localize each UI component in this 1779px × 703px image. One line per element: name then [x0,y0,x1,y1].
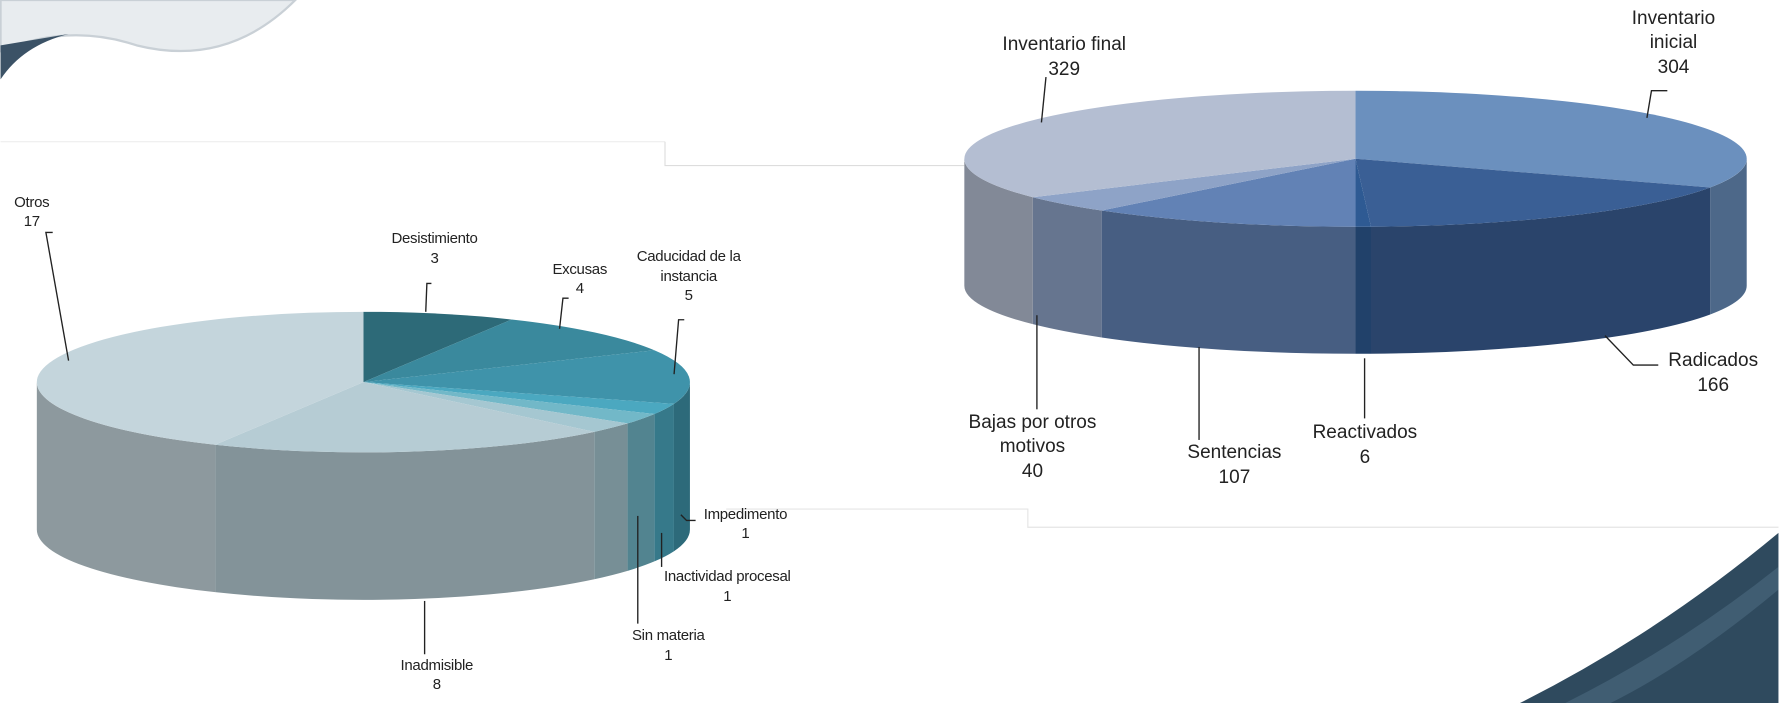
pie-slice [1101,158,1356,227]
pie-slice [1355,158,1711,227]
leader-line [1040,77,1047,123]
pie-slice [363,319,655,383]
value-label: 1 [664,646,673,664]
leader-line [45,231,70,361]
category-label: Sentencias [1187,442,1282,464]
category-label: Caducidad de la instancia [636,248,741,285]
data-label: Caducidad de la instancia 5 [609,247,768,306]
pie-side [215,431,595,600]
data-label: Otros 17 [0,193,66,232]
category-label: Radicados [1668,350,1759,372]
value-label: 3 [430,249,439,267]
leader-line [673,319,685,375]
pie-slice [363,382,674,415]
value-label: 5 [684,287,693,305]
pie-sides [36,382,690,600]
pie-side [627,414,655,571]
pie-side [594,423,628,580]
category-label: Sin materia [631,627,705,645]
pie-slice [363,311,512,383]
data-label: Sin materia 1 [600,626,736,665]
value-label: 8 [432,676,441,694]
category-label: Bajas por otros motivos [968,411,1097,458]
pie-slice [1032,158,1356,211]
leader-line [1604,335,1659,366]
value-label: 1 [741,525,750,543]
data-label: Radicados 166 [1639,349,1779,398]
data-label: Inactividad procesal 1 [631,567,824,606]
category-label: Reactivados [1312,421,1418,443]
pie-slice [1355,90,1747,188]
pie-slice [964,90,1356,198]
value-label: 40 [1021,461,1044,483]
value-label: 329 [1048,58,1081,80]
data-label: Bajas por otros motivos 40 [942,411,1124,485]
pie-slice [36,311,364,445]
pie-side [1710,158,1747,315]
leader-line [558,297,569,329]
data-label: Excusas 4 [523,260,636,299]
leader-line [680,514,696,522]
data-label: Inventario inicial 304 [1611,7,1736,81]
category-label: Excusas [552,260,608,278]
category-label: Otros [14,193,50,211]
value-label: 166 [1697,375,1730,397]
value-label: 4 [575,280,584,298]
category-label: Inactividad procesal [663,568,791,586]
leader-line [1646,90,1668,119]
value-label: 304 [1657,57,1690,79]
pie-side [964,158,1033,325]
data-label: Inventario final 329 [973,33,1155,82]
data-label: Impedimento 1 [666,505,825,544]
value-label: 6 [1359,446,1371,468]
pie-side [1355,226,1372,354]
pie-side [673,382,690,552]
pie-side [36,382,216,593]
pie-slice [1355,158,1372,227]
pie [36,311,690,600]
pie-slice [363,382,655,424]
leader-lines [45,77,1668,655]
data-label: Sentencias 107 [1161,441,1308,490]
data-label: Desistimiento 3 [355,229,514,268]
leader-line [425,282,432,312]
pie-side [1032,197,1102,338]
data-label: Inadmisible 8 [369,656,505,695]
pie-slice [215,382,595,453]
pie-side [1371,187,1711,354]
category-label: Desistimiento [391,230,478,248]
pie-side [654,403,674,562]
pie-slice [363,350,690,404]
category-label: Inventario final [1002,33,1127,55]
category-label: Impedimento [703,505,788,523]
pie-tops [964,90,1747,227]
value-label: 107 [1218,467,1251,489]
data-label: Reactivados 6 [1285,421,1444,470]
pie-slice [363,382,628,432]
pie-sides [964,158,1747,354]
pies [36,90,1747,600]
pie-tops [36,311,690,453]
value-label: 17 [23,213,40,231]
pie-side [1101,210,1356,354]
pie [964,90,1747,354]
value-label: 1 [723,587,732,605]
category-label: Inventario inicial [1631,7,1716,54]
category-label: Inadmisible [400,656,474,674]
